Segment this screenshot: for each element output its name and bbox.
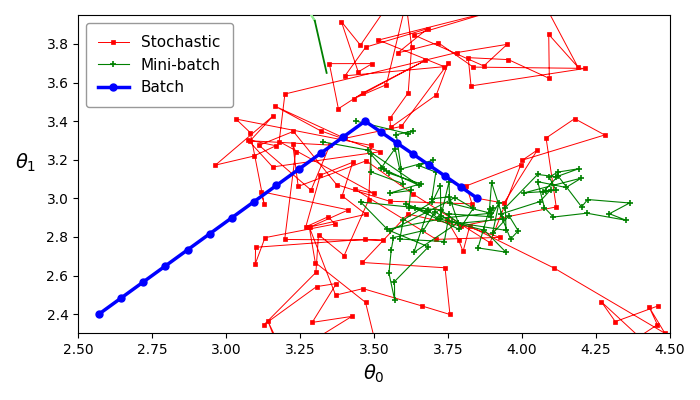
Batch <box>117 296 125 300</box>
Mini-batch <box>533 179 542 184</box>
Batch <box>473 196 482 201</box>
X-axis label: $\theta_0$: $\theta_0$ <box>363 363 385 385</box>
Batch <box>183 247 192 252</box>
Stochastic <box>440 64 449 69</box>
Y-axis label: $\theta_1$: $\theta_1$ <box>15 152 36 174</box>
Stochastic <box>315 381 323 386</box>
Stochastic <box>330 222 339 226</box>
Batch <box>377 130 385 134</box>
Batch <box>457 185 466 190</box>
Batch <box>361 119 370 124</box>
Mini-batch <box>410 250 418 255</box>
Batch <box>294 167 302 172</box>
Batch <box>161 264 169 268</box>
Batch <box>94 312 103 316</box>
Mini-batch <box>356 200 365 204</box>
Legend: Stochastic, Mini-batch, Batch: Stochastic, Mini-batch, Batch <box>86 23 233 107</box>
Mini-batch <box>352 119 361 124</box>
Mini-batch <box>391 298 399 302</box>
Batch <box>393 141 401 146</box>
Stochastic <box>432 92 440 97</box>
Mini-batch <box>366 151 375 156</box>
Batch <box>206 231 214 236</box>
Batch <box>409 152 417 157</box>
Stochastic <box>473 196 482 201</box>
Line: Stochastic: Stochastic <box>213 0 667 386</box>
Stochastic <box>376 149 384 154</box>
Batch <box>339 135 347 140</box>
Mini-batch <box>319 140 328 144</box>
Line: Mini-batch: Mini-batch <box>321 118 632 302</box>
Batch <box>441 174 449 179</box>
Batch <box>250 199 258 204</box>
Batch <box>228 215 236 220</box>
Batch <box>425 163 433 168</box>
Stochastic <box>362 158 370 163</box>
Line: Batch: Batch <box>95 118 481 318</box>
Mini-batch <box>578 204 586 209</box>
Batch <box>316 151 325 156</box>
Batch <box>139 280 148 284</box>
Mini-batch <box>391 146 399 151</box>
Stochastic <box>654 304 662 308</box>
Stochastic <box>382 82 391 87</box>
Batch <box>272 183 281 188</box>
